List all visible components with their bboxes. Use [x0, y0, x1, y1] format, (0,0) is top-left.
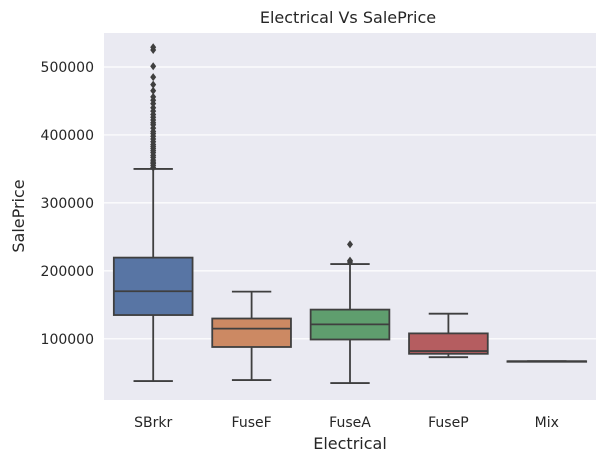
- box-iqr: [112, 256, 194, 316]
- outlier-point: [347, 240, 353, 249]
- y-tick-labels: 100000 200000 300000 400000 500000: [41, 60, 94, 348]
- y-tick-label: 400000: [41, 128, 94, 144]
- box-iqr: [211, 317, 292, 348]
- box-group-sbrkr: [112, 43, 194, 382]
- outlier-point: [150, 80, 157, 89]
- outlier-point: [347, 256, 353, 265]
- box-iqr: [408, 332, 489, 355]
- y-axis-label: SalePrice: [9, 179, 28, 252]
- outlier-point: [150, 62, 157, 71]
- outlier-point: [150, 103, 157, 112]
- x-tick-labels: SBrkr FuseF FuseA FuseP Mix: [134, 415, 559, 431]
- y-tick-label: 300000: [41, 196, 94, 212]
- outlier-point: [150, 43, 157, 52]
- boxes-layer: [112, 43, 588, 384]
- box-group-fusef: [211, 290, 292, 381]
- y-tick-label: 200000: [41, 264, 94, 280]
- outlier-point: [150, 86, 157, 95]
- outlier-point: [150, 92, 157, 101]
- y-tick-label: 500000: [41, 60, 94, 76]
- x-axis-label: Electrical: [313, 434, 387, 453]
- x-tick-label: SBrkr: [134, 415, 172, 431]
- outlier-point: [150, 73, 157, 82]
- x-tick-label: Mix: [535, 415, 559, 431]
- box-group-fusep: [408, 312, 489, 359]
- x-tick-label: FuseF: [232, 415, 272, 431]
- box-group-fusea: [309, 240, 391, 384]
- box-group-mix: [506, 360, 588, 363]
- y-tick-label: 100000: [41, 332, 94, 348]
- chart-title: Electrical Vs SalePrice: [260, 8, 436, 27]
- x-tick-label: FuseA: [329, 415, 371, 431]
- x-tick-label: FuseP: [428, 415, 469, 431]
